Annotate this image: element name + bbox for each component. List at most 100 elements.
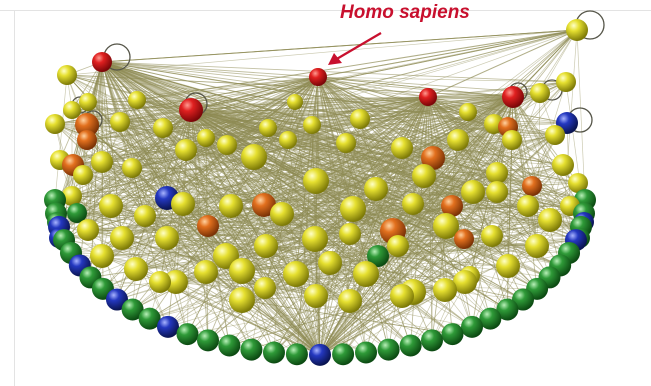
green-node	[479, 307, 502, 330]
network-edge	[149, 139, 513, 319]
network-edge	[207, 225, 230, 346]
network-edge	[329, 175, 425, 264]
yellow-node	[525, 234, 549, 258]
green-node	[399, 334, 422, 357]
green-node	[285, 343, 308, 366]
network-edge	[119, 121, 232, 207]
network-edge	[79, 191, 498, 266]
network-edge	[144, 215, 227, 257]
network-edge	[226, 144, 561, 266]
network-edge	[119, 121, 269, 129]
network-edge	[190, 109, 453, 207]
network-edge	[317, 76, 541, 94]
network-edge	[166, 134, 556, 239]
network-edge	[365, 188, 377, 275]
network-edge	[241, 225, 447, 301]
network-edge	[166, 237, 446, 291]
red-node	[419, 88, 437, 106]
yellow-node	[99, 194, 123, 218]
network-edge	[296, 96, 514, 355]
network-edge	[311, 29, 578, 126]
network-edge	[54, 96, 514, 201]
network-edge	[162, 92, 541, 129]
network-edge	[294, 101, 579, 184]
network-edge	[230, 205, 266, 289]
yellow-node	[128, 91, 146, 109]
network-edge	[121, 96, 429, 239]
yellow-node	[134, 205, 156, 227]
network-edge	[273, 213, 283, 353]
yellow-node	[110, 226, 134, 250]
network-edge	[121, 237, 317, 297]
network-edge	[241, 270, 403, 297]
network-edge	[412, 134, 556, 205]
network-edge	[182, 147, 403, 205]
network-edge	[190, 92, 541, 111]
yellow-node	[538, 208, 562, 232]
green-node	[176, 323, 199, 346]
network-edge	[101, 61, 403, 149]
network-edge	[314, 111, 469, 240]
network-edge	[87, 185, 533, 231]
network-edge	[101, 161, 321, 356]
network-edge	[66, 74, 321, 356]
yellow-node	[453, 270, 477, 294]
network-edge	[101, 161, 146, 217]
green-node	[67, 203, 87, 223]
network-edge	[265, 96, 429, 247]
yellow-node	[552, 154, 574, 176]
yellow-node	[339, 223, 361, 245]
yellow-node	[353, 261, 379, 287]
network-edge	[101, 161, 394, 232]
yellow-node	[219, 194, 243, 218]
network-edge	[427, 29, 578, 98]
network-edge	[136, 99, 564, 166]
network-edge	[253, 156, 321, 355]
network-edge	[82, 121, 121, 176]
network-edge	[265, 101, 296, 247]
network-edge	[401, 205, 529, 297]
yellow-node	[287, 94, 303, 110]
network-edge	[101, 161, 561, 266]
network-edge	[226, 144, 266, 289]
network-edge	[287, 139, 367, 275]
network-edge	[110, 76, 319, 207]
network-edge	[66, 74, 192, 111]
network-edge	[72, 164, 354, 210]
yellow-node	[122, 158, 142, 178]
yellow-node	[77, 219, 99, 241]
network-edge	[451, 139, 459, 207]
network-edge	[287, 122, 568, 141]
network-edge	[71, 191, 498, 197]
green-node	[377, 338, 400, 361]
network-edge	[230, 205, 389, 350]
network-edge	[397, 205, 529, 247]
yellow-node	[459, 103, 477, 121]
network-edge	[162, 96, 429, 129]
network-edge	[175, 281, 321, 356]
network-edge	[131, 167, 267, 247]
network-edge	[287, 139, 498, 174]
network-edge	[349, 81, 567, 302]
network-edge	[401, 147, 474, 193]
network-edge	[101, 255, 453, 335]
network-edge	[317, 76, 466, 283]
network-edge	[54, 123, 414, 205]
network-edge	[241, 134, 556, 272]
network-edge	[87, 96, 514, 231]
network-edge	[136, 29, 578, 101]
node-layer	[44, 19, 596, 366]
network-edge	[136, 99, 585, 223]
network-edge	[66, 74, 514, 98]
yellow-node	[62, 186, 82, 206]
network-edge	[135, 127, 164, 270]
network-edge	[71, 167, 133, 197]
network-edge	[265, 245, 321, 356]
network-edge	[182, 144, 228, 205]
network-edge	[190, 76, 319, 111]
frame-left-line	[14, 10, 15, 386]
network-edge	[66, 74, 399, 247]
network-edge	[229, 295, 403, 346]
network-edge	[392, 122, 568, 232]
yellow-node	[433, 278, 457, 302]
